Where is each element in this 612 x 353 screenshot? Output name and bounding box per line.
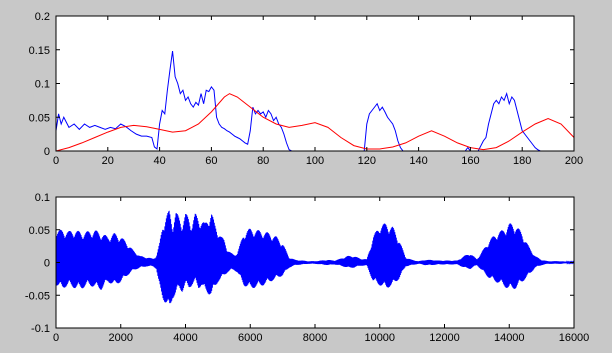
bottom-chart: 0 2000 4000 6000 8000 10000 12000 14000 16000 -0.… bbox=[25, 192, 589, 344]
x-tick-label: 80 bbox=[257, 155, 269, 167]
data-layer bbox=[56, 51, 574, 151]
x-tick-label: 60 bbox=[205, 155, 217, 167]
x-tick-label: 100 bbox=[306, 155, 324, 167]
x-tick-label: 2000 bbox=[109, 332, 133, 344]
y-tick-label: 0 bbox=[44, 146, 50, 158]
series-line-1 bbox=[56, 93, 574, 151]
y-tick-label: 0.15 bbox=[29, 45, 50, 57]
data-layer bbox=[56, 210, 574, 304]
x-tick-label: 12000 bbox=[429, 332, 460, 344]
plot-area bbox=[56, 16, 574, 151]
x-tick-label: 0 bbox=[53, 155, 59, 167]
y-tick-label: 0 bbox=[44, 258, 50, 270]
x-tick-label: 120 bbox=[358, 155, 376, 167]
x-tick-label: 160 bbox=[461, 155, 479, 167]
y-tick-label: 0.1 bbox=[35, 192, 50, 204]
y-tick-label: 0.05 bbox=[29, 225, 50, 237]
top-chart: 0 20 40 60 80 100 120 140 160 180 200 0 0.05 0.1 0.15 0… bbox=[29, 11, 584, 167]
x-tick-label: 40 bbox=[153, 155, 165, 167]
y-tick-label: 0.1 bbox=[35, 79, 50, 91]
series-line-0 bbox=[56, 51, 574, 151]
waveform-line bbox=[56, 210, 574, 304]
x-tick-label: 140 bbox=[409, 155, 427, 167]
x-tick-label: 4000 bbox=[173, 332, 197, 344]
x-tick-label: 6000 bbox=[238, 332, 262, 344]
x-tick-label: 0 bbox=[53, 332, 59, 344]
x-tick-label: 20 bbox=[102, 155, 114, 167]
y-tick-label: 0.05 bbox=[29, 112, 50, 124]
y-tick-label: -0.05 bbox=[25, 290, 50, 302]
x-tick-label: 16000 bbox=[559, 332, 590, 344]
x-tick-label: 180 bbox=[513, 155, 531, 167]
y-tick-label: -0.1 bbox=[31, 323, 50, 335]
y-tick-label: 0.2 bbox=[35, 11, 50, 23]
x-tick-label: 10000 bbox=[364, 332, 395, 344]
x-tick-label: 14000 bbox=[494, 332, 525, 344]
x-tick-label: 200 bbox=[565, 155, 583, 167]
x-tick-label: 8000 bbox=[303, 332, 327, 344]
